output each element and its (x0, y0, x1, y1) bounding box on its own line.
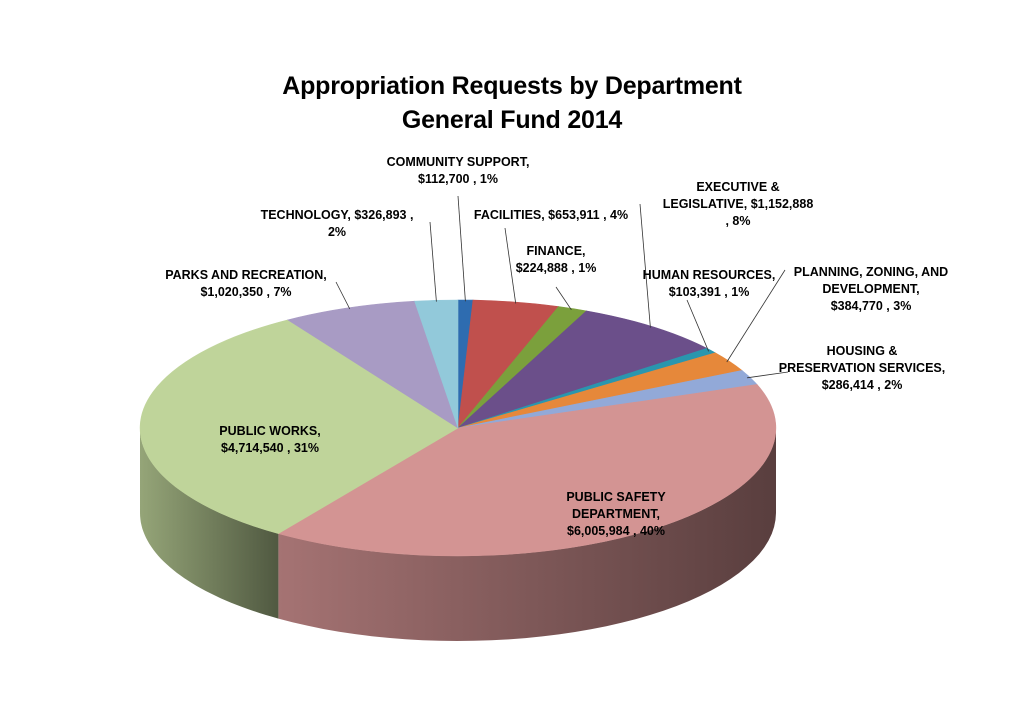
data-label-6-line-3: $384,770 , 3% (831, 299, 912, 313)
leader-line-1 (457, 195, 466, 302)
data-label-4-line-2: LEGISLATIVE, $1,152,888 (663, 197, 814, 211)
leader-line-11 (429, 221, 437, 302)
data-label-6-line-2: DEVELOPMENT, (822, 282, 919, 296)
data-label-7-line-2: PRESERVATION SERVICES, (779, 361, 945, 375)
data-label-11-line-1: TECHNOLOGY, $326,893 , (261, 208, 414, 222)
pie-side-walls (140, 428, 776, 641)
pie-slice-public-safety-department (277, 384, 777, 557)
pie-side-9 (140, 428, 279, 619)
leader-line-6 (726, 269, 786, 363)
data-label-10-line-1: PARKS AND RECREATION, (165, 268, 327, 282)
data-label-1-line-1: COMMUNITY SUPPORT, (387, 155, 530, 169)
data-label-9-line-1: PUBLIC WORKS, (219, 424, 320, 438)
data-label-3-line-2: $224,888 , 1% (516, 261, 597, 275)
pie-labels: COMMUNITY SUPPORT, $112,700 , 1% FACILITIE… (165, 155, 948, 538)
chart-subtitle: General Fund 2014 (401, 106, 623, 134)
pie-slices (139, 299, 777, 557)
pie-slice-public-works (139, 319, 459, 534)
data-label-7-line-3: $286,414 , 2% (822, 378, 903, 392)
leader-line-7 (747, 371, 789, 379)
data-label-3-line-1: FINANCE, (526, 244, 585, 258)
data-label-5-line-1: HUMAN RESOURCES, (643, 268, 776, 282)
data-label-4-line-1: EXECUTIVE & (696, 180, 779, 194)
pie-side-8 (278, 428, 776, 641)
pie-slice-parks-and-recreation (287, 300, 459, 429)
data-label-4-line-3: , 8% (725, 214, 750, 228)
data-label-11-line-2: 2% (328, 225, 346, 239)
data-label-9-line-2: $4,714,540 , 31% (221, 441, 319, 455)
data-label-2-line-1: FACILITIES, $653,911 , 4% (474, 208, 628, 222)
data-label-10-line-2: $1,020,350 , 7% (200, 285, 291, 299)
data-label-8-line-3: $6,005,984 , 40% (567, 524, 665, 538)
leader-line-4 (639, 203, 651, 328)
data-label-1-line-2: $112,700 , 1% (418, 172, 498, 186)
pie-slice-executive-legislative (457, 310, 708, 429)
chart-title: Appropriation Requests by Department (282, 72, 742, 100)
leader-line-10 (335, 281, 351, 310)
data-label-8-line-2: DEPARTMENT, (572, 507, 660, 521)
data-label-5-line-2: $103,391 , 1% (669, 285, 750, 299)
leader-line-2 (504, 227, 517, 304)
leader-line-5 (686, 299, 709, 352)
data-label-6-line-1: PLANNING, ZONING, AND (794, 265, 948, 279)
data-label-8-line-1: PUBLIC SAFETY (566, 490, 666, 504)
leader-line-3 (555, 286, 572, 311)
data-label-7-line-1: HOUSING & (827, 344, 898, 358)
